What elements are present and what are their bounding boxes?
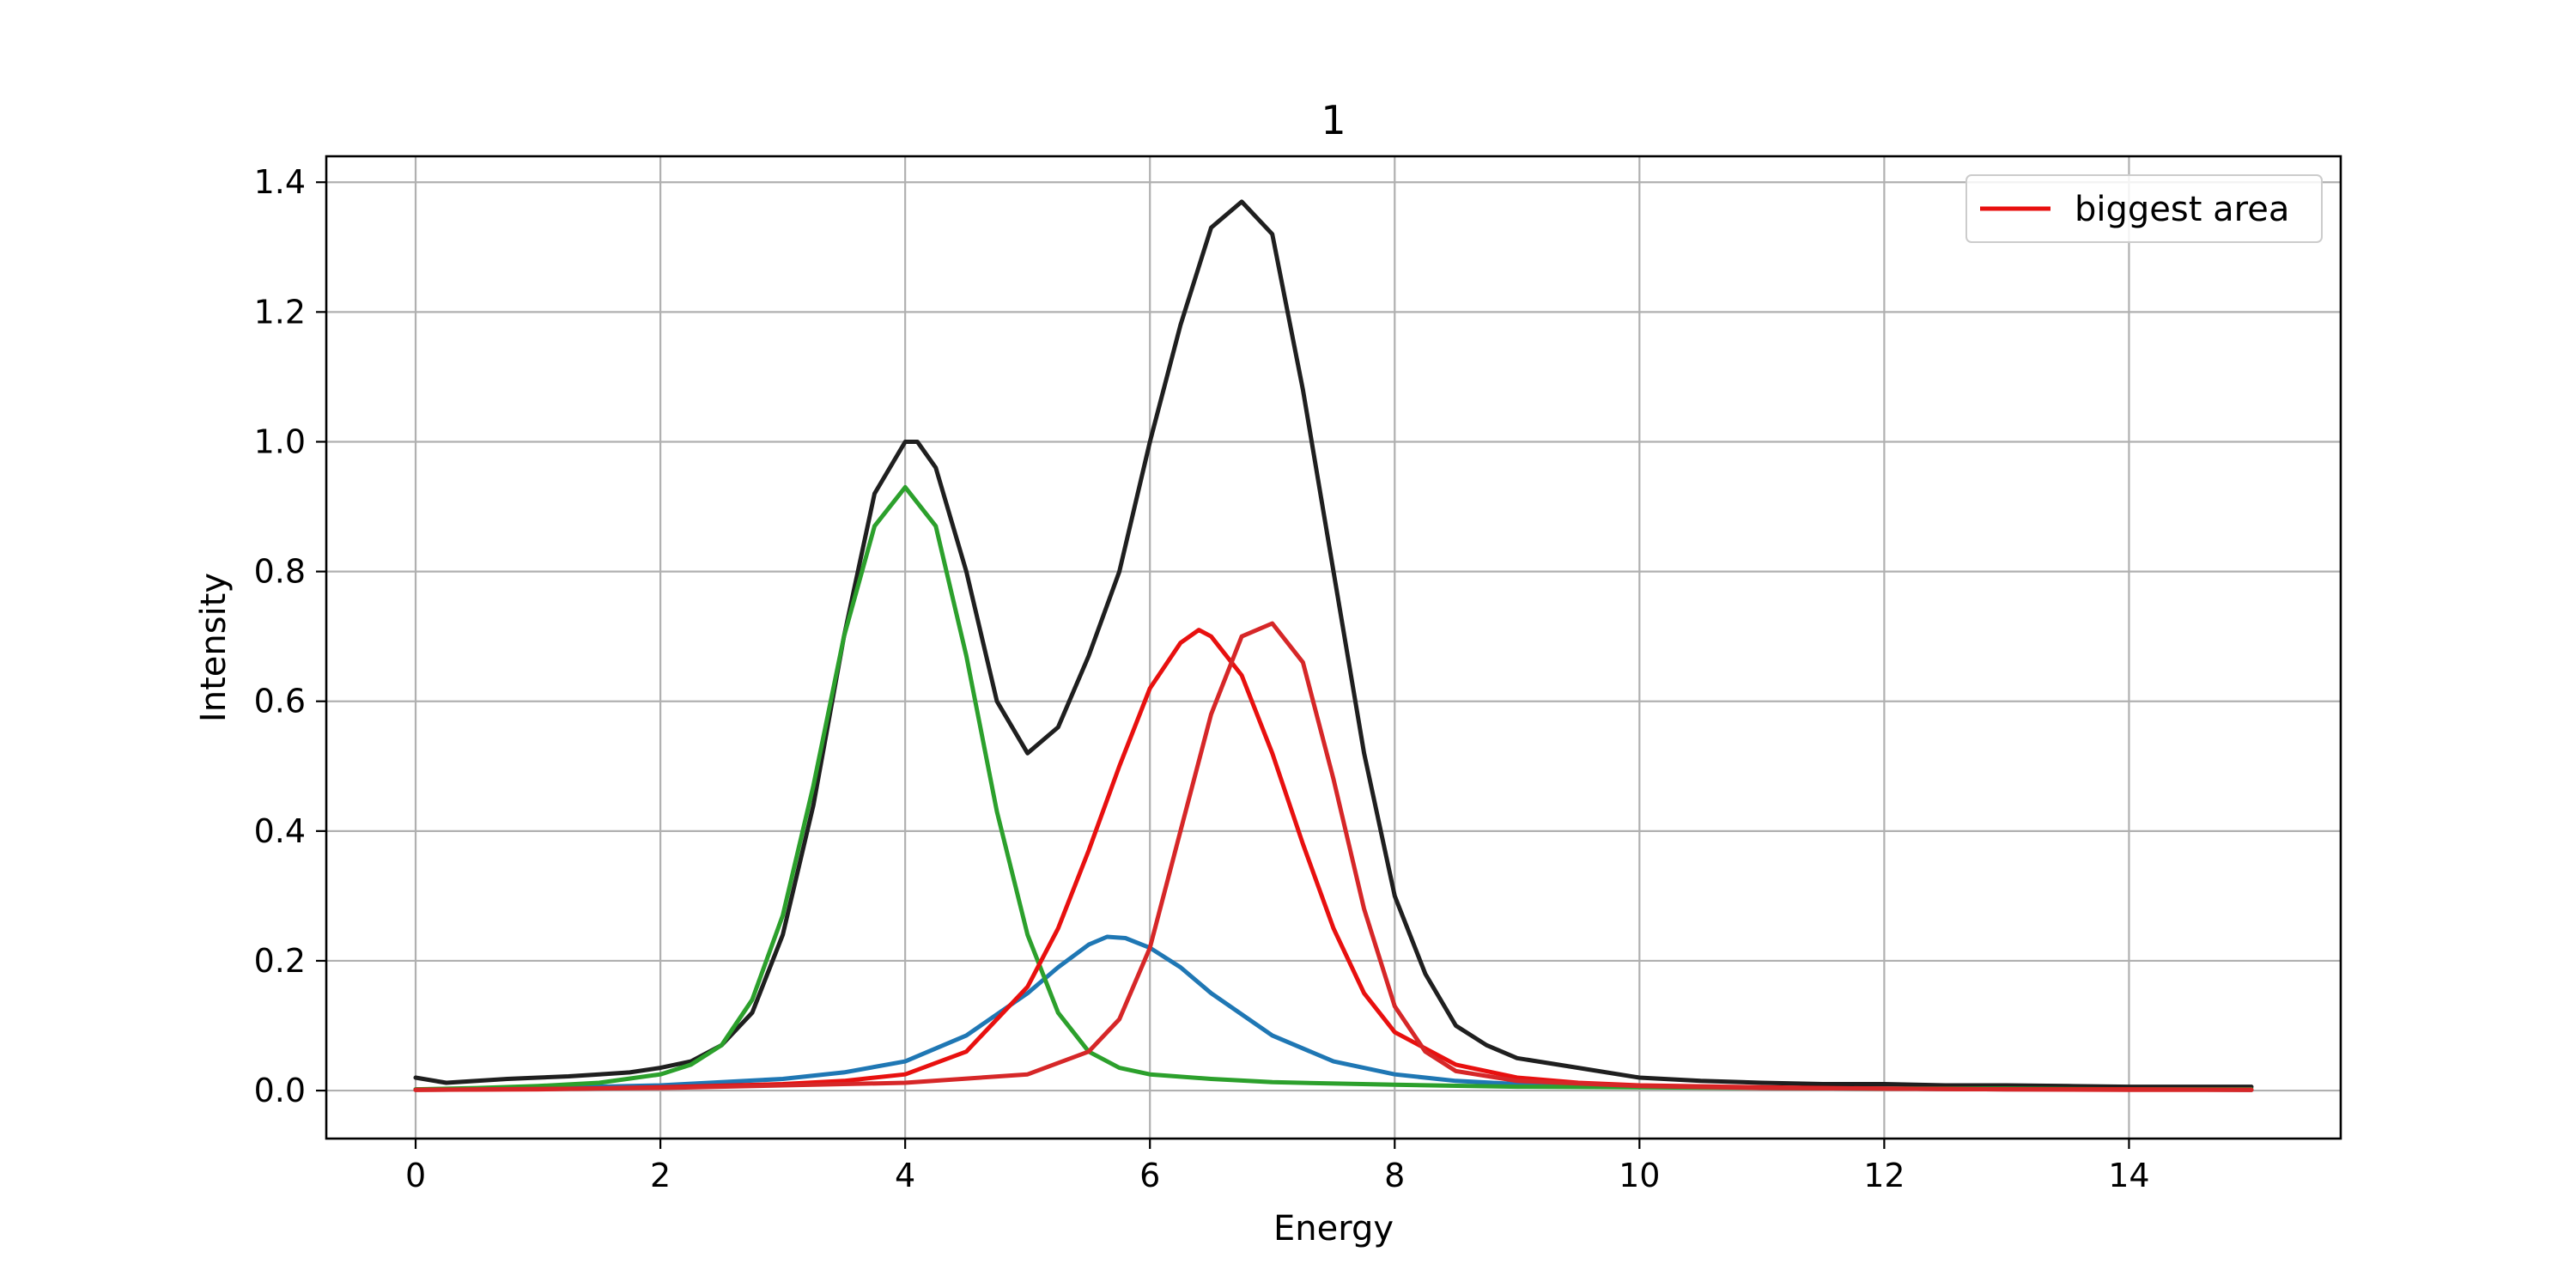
x-tick-label: 8	[1384, 1157, 1405, 1194]
y-tick-label: 0.6	[254, 683, 306, 720]
series-layer	[413, 199, 2254, 1092]
y-tick-label: 0.4	[254, 812, 306, 850]
x-tick-label: 6	[1139, 1157, 1160, 1194]
plot-frame	[325, 155, 2342, 1140]
y-tick-label: 1.4	[254, 163, 306, 201]
x-tick-label: 4	[895, 1157, 915, 1194]
grid	[326, 156, 2341, 1139]
x-tick-label: 14	[2108, 1157, 2149, 1194]
legend-label-biggest-area: biggest area	[2075, 190, 2289, 229]
axis-ticks: 0 2 4 6 8 10 12 14 0.0 0.2 0.4 0.6 0.8 1.0 1.2 1.4	[254, 163, 2150, 1194]
y-axis-title: Intensity	[194, 573, 234, 722]
series-line-component-4	[413, 621, 2254, 1092]
legend: biggest area	[1965, 174, 2323, 243]
x-tick-label: 2	[650, 1157, 671, 1194]
x-tick-label: 10	[1619, 1157, 1660, 1194]
y-tick-label: 0.0	[254, 1072, 306, 1109]
y-tick-label: 0.2	[254, 942, 306, 980]
x-tick-label: 12	[1863, 1157, 1905, 1194]
legend-box	[1965, 174, 2323, 243]
y-tick-label: 1.2	[254, 293, 306, 331]
x-tick-label: 0	[405, 1157, 426, 1194]
x-axis-title: Energy	[1273, 1209, 1394, 1249]
chart-title: 1	[1321, 97, 1346, 143]
y-tick-label: 1.0	[254, 422, 306, 460]
y-tick-label: 0.8	[254, 553, 306, 591]
series-line-measured-0	[413, 199, 2254, 1090]
